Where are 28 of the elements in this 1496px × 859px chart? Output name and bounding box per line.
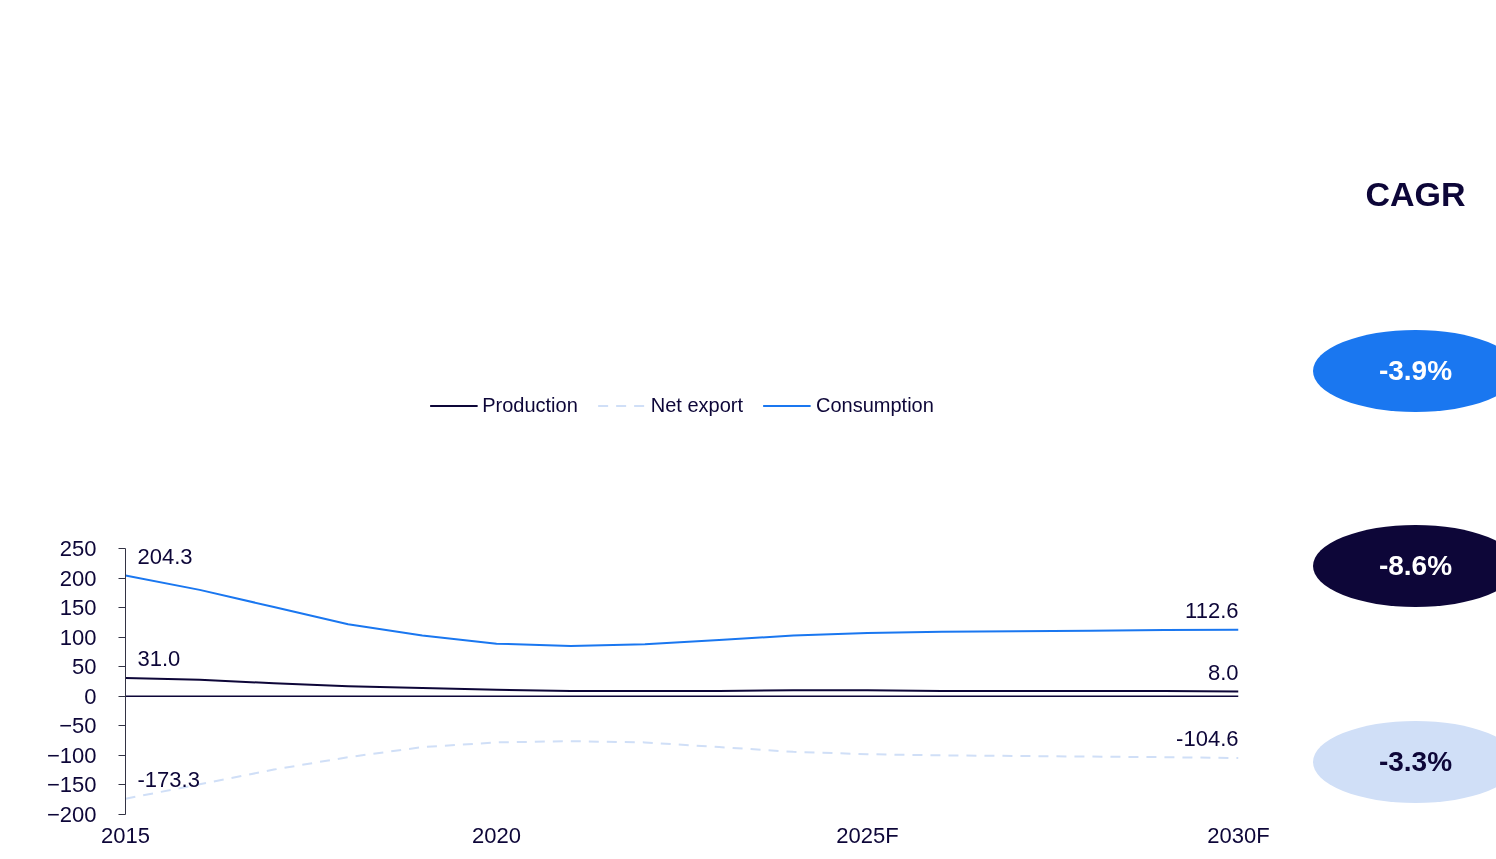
text: CAGR: [1364, 174, 1467, 215]
y-tick-label: −200: [46, 802, 97, 827]
line-series: [125, 574, 1239, 648]
legend-label: Production: [482, 393, 578, 417]
x-tick-label: 2020: [472, 822, 521, 848]
data-label: -173.3: [137, 766, 200, 792]
y-tick-label: 0: [84, 683, 97, 709]
legend-label: Consumption: [816, 393, 934, 417]
x-tick-label: 2025F: [836, 822, 899, 848]
y-tick-label: 200: [59, 565, 97, 591]
data-label: -104.6: [1176, 726, 1239, 752]
y-tick-label: 100: [59, 624, 97, 650]
data-label: 112.6: [1185, 597, 1239, 623]
x-tick-label: 2015: [101, 822, 150, 848]
x-tick-label: 2030F: [1207, 822, 1270, 848]
y-tick-label: 250: [59, 536, 97, 561]
data-label: 8.0: [1207, 659, 1239, 685]
y-tick-label: 150: [59, 595, 97, 621]
y-tick-label: −50: [59, 713, 97, 739]
y-tick-label: 50: [72, 654, 97, 680]
legend-label: Net export: [650, 393, 744, 417]
badge: -8.6%: [1313, 525, 1496, 607]
data-label: 204.3: [137, 543, 193, 569]
y-tick-label: −150: [46, 772, 97, 798]
badge: -3.3%: [1313, 721, 1496, 803]
data-label: 31.0: [137, 645, 181, 671]
badge: -3.9%: [1313, 330, 1496, 412]
y-tick-label: −100: [46, 742, 97, 768]
